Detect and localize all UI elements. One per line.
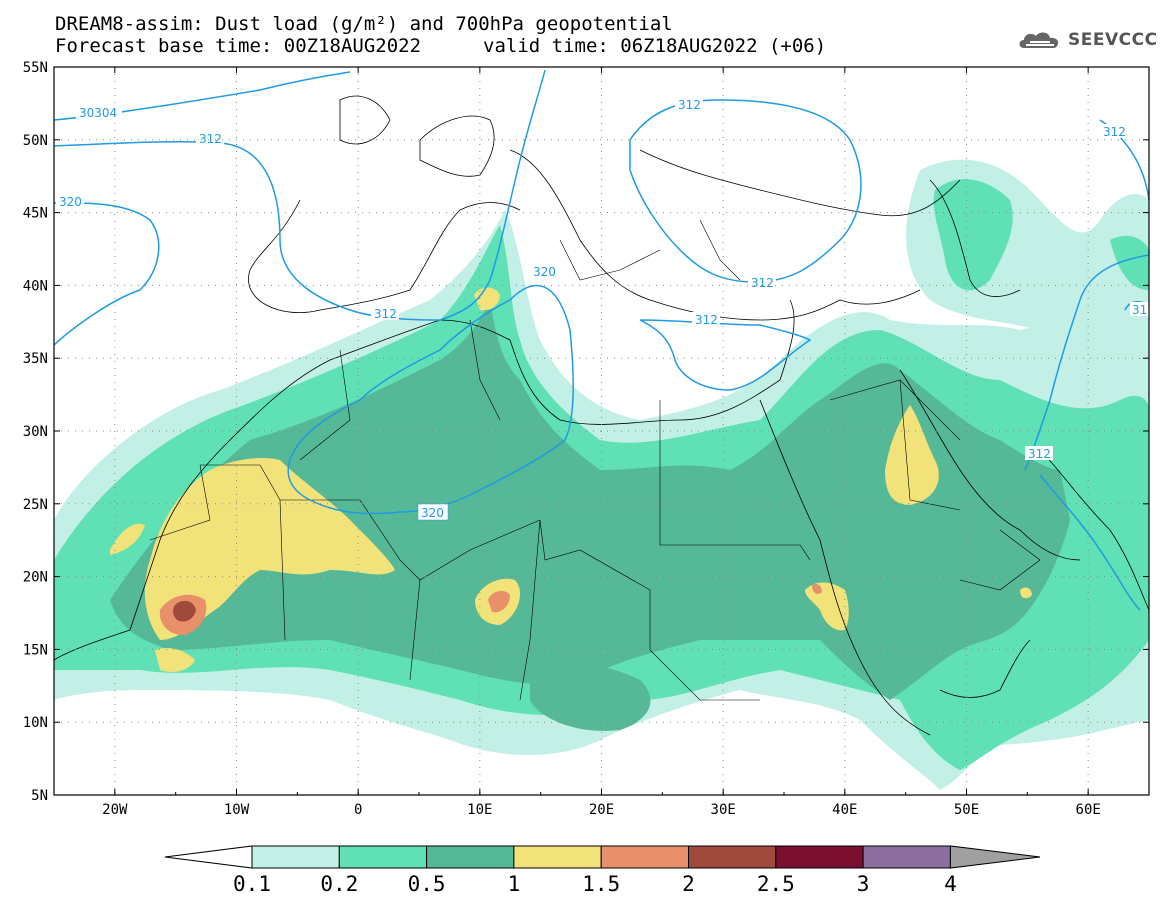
lat-label: 50N <box>23 133 48 149</box>
lat-label: 15N <box>23 642 48 658</box>
colorbar-label: 3 <box>857 872 870 896</box>
contour-label: 312 <box>678 98 701 112</box>
contour-label: 312 <box>199 132 222 146</box>
colorbar-label: 4 <box>944 872 957 896</box>
lon-label: 50E <box>954 802 979 818</box>
colorbar-swatch <box>338 845 428 869</box>
map-plot-area: 30304 312 320 312 320 312 312 312 312 32… <box>54 67 1149 795</box>
colorbar-label: 0.1 <box>233 872 271 896</box>
colorbar-label: 2.5 <box>757 872 795 896</box>
dust-level-dark-red <box>172 600 196 622</box>
lat-label: 25N <box>23 497 48 513</box>
coastlines <box>54 95 1149 736</box>
contour-label-group: 30304 312 320 312 320 312 312 312 312 32… <box>56 97 1149 521</box>
valid-time: valid time: 06Z18AUG2022 (+06) <box>483 35 827 57</box>
colorbar-label: 1 <box>508 872 521 896</box>
gridlines <box>54 67 1149 795</box>
contour-label: 312 <box>695 313 718 327</box>
contour-label: 312 <box>1028 447 1051 461</box>
lon-label: 20W <box>102 802 128 818</box>
lat-label: 35N <box>23 351 48 367</box>
lon-label: 60E <box>1076 802 1101 818</box>
colorbar-extend-low <box>164 845 253 869</box>
cloud-icon <box>1019 32 1059 48</box>
base-time: Forecast base time: 00Z18AUG2022 <box>55 35 422 57</box>
contour-label: 312 <box>374 307 397 321</box>
colorbar: 0.1 0.2 0.5 1 1.5 2 2.5 3 4 <box>164 845 1041 896</box>
contour-label: 312 <box>1103 125 1126 139</box>
contour-label: 320 <box>421 506 444 520</box>
colorbar-extend-high <box>949 845 1041 869</box>
lat-label: 45N <box>23 206 48 222</box>
lat-label: 20N <box>23 570 48 586</box>
map-title: DREAM8-assim: Dust load (g/m²) and 700hP… <box>55 13 673 35</box>
lat-label: 55N <box>23 60 48 76</box>
seevccc-logo: SEEVCCC <box>1016 28 1158 52</box>
colorbar-swatch <box>251 845 340 869</box>
colorbar-label: 0.5 <box>408 872 446 896</box>
lon-label: 0 <box>354 802 362 818</box>
logo-text: SEEVCCC <box>1068 30 1158 50</box>
lat-label: 40N <box>23 278 48 294</box>
lon-label: 30E <box>711 802 736 818</box>
colorbar-swatch <box>862 845 951 869</box>
contour-label: 312 <box>751 276 774 290</box>
lon-label: 10W <box>224 802 250 818</box>
colorbar-swatch <box>426 845 515 869</box>
colorbar-label: 1.5 <box>582 872 620 896</box>
latitude-axis: 55N 50N 45N 40N 35N 30N 25N 20N 15N 10N 5N <box>23 60 1149 804</box>
lon-label: 20E <box>589 802 614 818</box>
colorbar-swatch <box>775 845 864 869</box>
lat-label: 30N <box>23 424 48 440</box>
contour-label: 30304 <box>79 106 117 120</box>
lon-label: 10E <box>467 802 492 818</box>
longitude-axis: 20W 10W 0 10E 20E 30E 40E 50E 60E <box>53 67 1150 818</box>
colorbar-label: 2 <box>682 872 695 896</box>
contour-label: 31 <box>1132 303 1147 317</box>
colorbar-swatch <box>600 845 690 869</box>
colorbar-swatch <box>513 845 602 869</box>
contour-label: 320 <box>59 195 82 209</box>
contour-label: 320 <box>533 265 556 279</box>
borders <box>149 219 1041 701</box>
colorbar-label: 0.2 <box>320 872 358 896</box>
colorbar-swatch <box>688 845 777 869</box>
lat-label: 10N <box>23 715 48 731</box>
lon-label: 40E <box>832 802 857 818</box>
lat-label: 5N <box>31 788 48 804</box>
